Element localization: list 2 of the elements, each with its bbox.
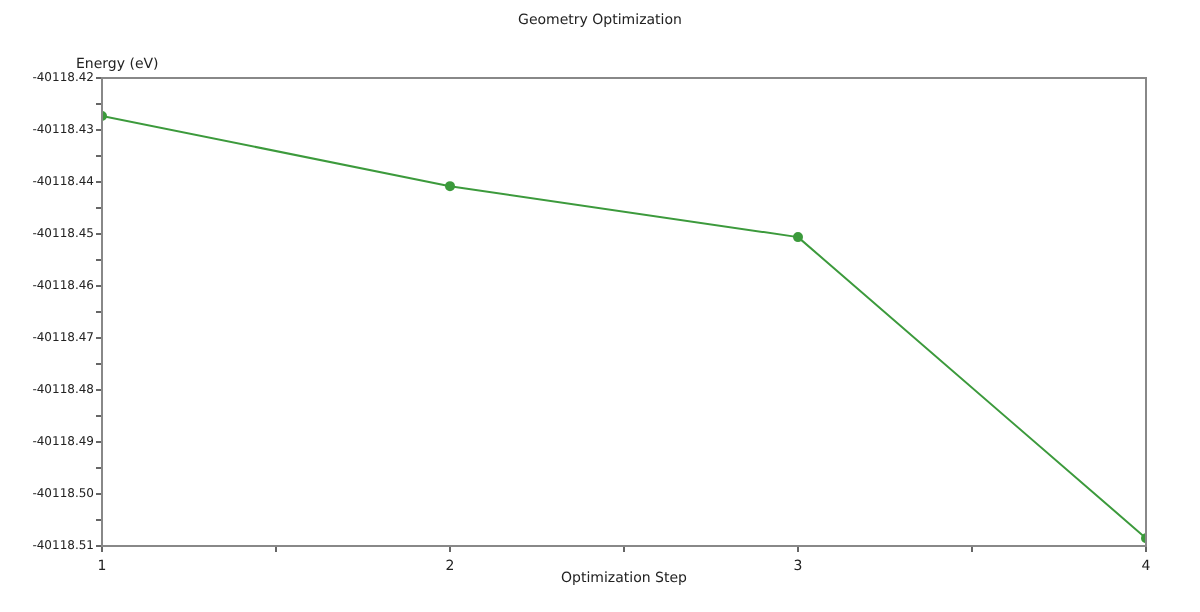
point — [445, 181, 455, 192]
point — [793, 232, 803, 243]
